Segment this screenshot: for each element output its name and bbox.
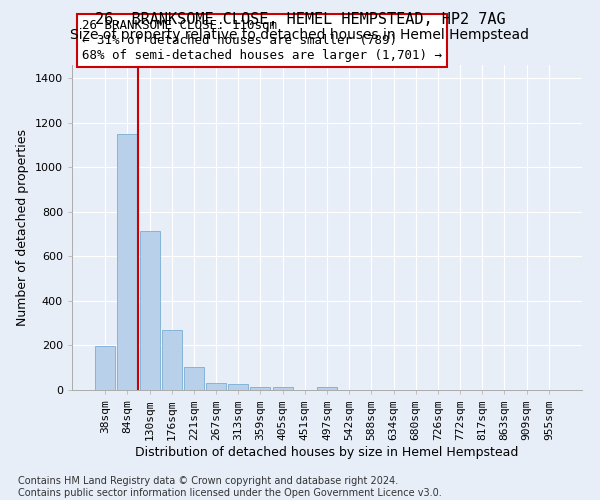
Bar xyxy=(228,384,248,390)
Bar xyxy=(95,346,115,390)
Bar xyxy=(206,382,226,390)
Bar xyxy=(162,330,182,390)
Text: Size of property relative to detached houses in Hemel Hempstead: Size of property relative to detached ho… xyxy=(71,28,530,42)
Bar xyxy=(317,387,337,390)
Y-axis label: Number of detached properties: Number of detached properties xyxy=(16,129,29,326)
X-axis label: Distribution of detached houses by size in Hemel Hempstead: Distribution of detached houses by size … xyxy=(136,446,518,460)
Bar xyxy=(140,230,160,390)
Bar xyxy=(184,366,204,390)
Text: 26, BRANKSOME CLOSE, HEMEL HEMPSTEAD, HP2 7AG: 26, BRANKSOME CLOSE, HEMEL HEMPSTEAD, HP… xyxy=(95,12,505,28)
Text: Contains HM Land Registry data © Crown copyright and database right 2024.
Contai: Contains HM Land Registry data © Crown c… xyxy=(18,476,442,498)
Text: 26 BRANKSOME CLOSE: 110sqm
← 31% of detached houses are smaller (789)
68% of sem: 26 BRANKSOME CLOSE: 110sqm ← 31% of deta… xyxy=(82,18,442,62)
Bar xyxy=(118,134,137,390)
Bar xyxy=(272,388,293,390)
Bar xyxy=(250,387,271,390)
